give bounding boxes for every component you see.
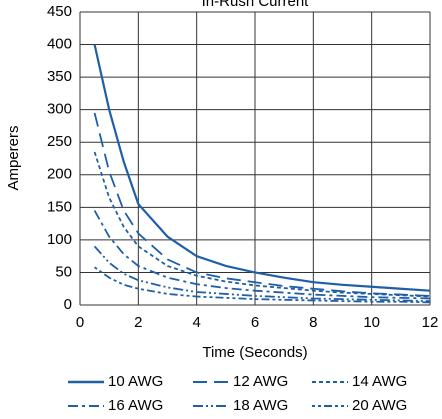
legend-label: 14 AWG [352, 373, 407, 390]
legend-label: 16 AWG [108, 397, 163, 414]
x-tick-label: 0 [76, 314, 84, 331]
legend-label: 10 AWG [108, 373, 163, 390]
legend-label: 20 AWG [352, 397, 407, 414]
legend-label: 12 AWG [233, 373, 288, 390]
y-tick-label: 450 [47, 3, 72, 20]
series-line [93, 151, 431, 298]
x-tick-label: 2 [134, 314, 142, 331]
x-tick-label: 10 [363, 314, 380, 331]
x-tick-label: 12 [422, 314, 439, 331]
x-tick-label: 6 [251, 314, 259, 331]
y-tick-label: 250 [47, 133, 72, 150]
series-line [93, 112, 431, 297]
x-tick-label: 8 [309, 314, 317, 331]
series-line [93, 210, 431, 300]
y-tick-label: 300 [47, 101, 72, 118]
y-tick-label: 200 [47, 166, 72, 183]
y-tick-label: 400 [47, 36, 72, 53]
series-line [93, 44, 431, 292]
y-tick-label: 150 [47, 198, 72, 215]
chart-title: In-Rush Current [202, 0, 310, 10]
y-axis-title: Amperers [5, 125, 22, 190]
legend-label: 18 AWG [233, 397, 288, 414]
y-tick-label: 50 [55, 263, 72, 280]
y-tick-label: 0 [64, 296, 72, 313]
y-tick-label: 350 [47, 68, 72, 85]
x-axis-title: Time (Seconds) [202, 344, 307, 361]
series-line [93, 245, 431, 302]
x-tick-label: 4 [192, 314, 200, 331]
series-line [94, 266, 431, 304]
y-tick-label: 100 [47, 231, 72, 248]
